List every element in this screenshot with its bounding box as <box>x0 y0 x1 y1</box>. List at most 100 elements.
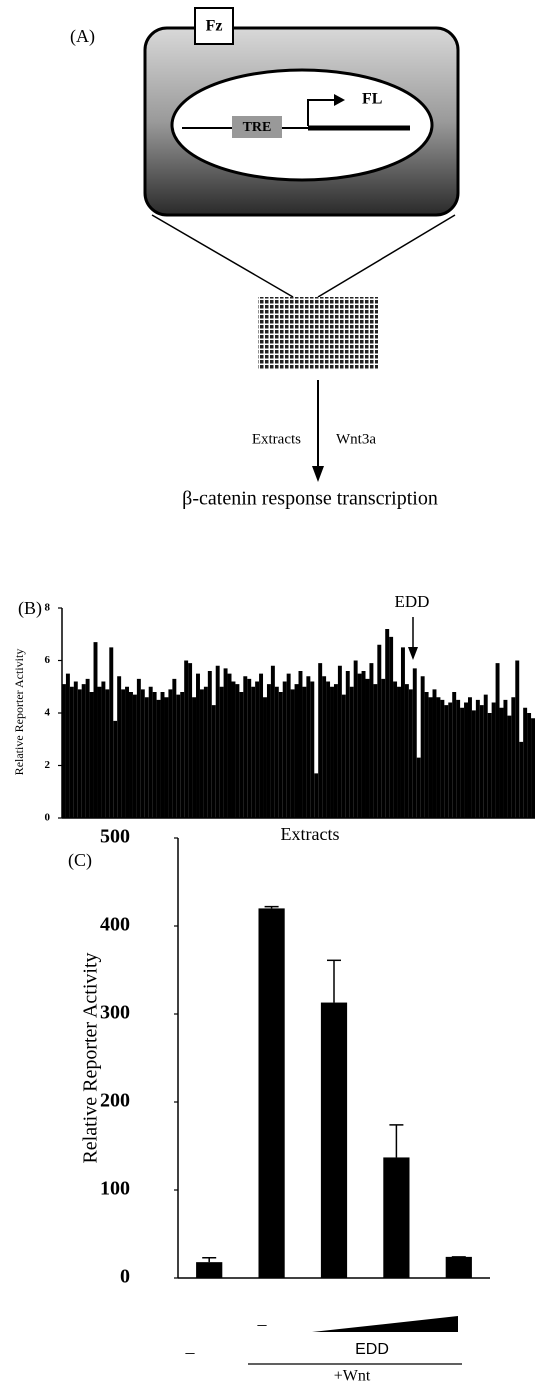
bar <box>357 673 362 818</box>
bar <box>215 665 220 818</box>
bar <box>140 689 145 818</box>
bar <box>148 686 153 818</box>
well-plate <box>258 297 378 370</box>
arrowhead <box>334 94 345 106</box>
bar <box>117 676 122 818</box>
bar <box>231 681 236 818</box>
bar <box>349 686 354 818</box>
bar <box>290 689 295 818</box>
bar <box>487 713 492 818</box>
bar <box>73 681 78 818</box>
bar <box>491 702 496 818</box>
bar <box>255 681 260 818</box>
bar <box>62 684 66 818</box>
bar <box>475 699 480 818</box>
bar <box>503 699 508 818</box>
bar <box>519 741 524 818</box>
bar <box>445 1256 472 1278</box>
arrowhead <box>408 647 418 660</box>
bar <box>452 692 457 818</box>
bar <box>373 684 378 818</box>
y-tick-label: 400 <box>100 914 130 936</box>
bar <box>318 663 323 818</box>
bar <box>168 689 173 818</box>
y-tick-label: 6 <box>45 654 51 666</box>
bar <box>507 715 512 818</box>
treatment-label: – <box>257 1314 268 1334</box>
bar <box>259 673 264 818</box>
bar <box>515 660 520 818</box>
bar <box>156 699 161 818</box>
bar <box>333 684 338 818</box>
bar <box>164 697 169 818</box>
bar <box>247 678 252 818</box>
bar <box>495 663 500 818</box>
bar <box>294 684 299 818</box>
bar <box>467 697 472 818</box>
bar <box>263 697 267 818</box>
bar <box>258 908 285 1278</box>
y-tick-label: 0 <box>120 1266 130 1288</box>
bar <box>337 665 342 818</box>
y-tick-label: 300 <box>100 1002 130 1024</box>
promoter-arrow <box>307 99 336 126</box>
bar <box>270 665 275 818</box>
bar <box>180 692 185 818</box>
bar <box>101 681 106 818</box>
bar <box>97 686 102 818</box>
bar <box>69 686 74 818</box>
tre-label: TRE <box>243 120 272 135</box>
bar <box>310 681 315 818</box>
bar <box>223 668 228 818</box>
dose-wedge <box>312 1316 458 1332</box>
bar <box>81 684 86 818</box>
bar <box>286 673 291 818</box>
bar <box>176 694 181 818</box>
bar <box>203 686 208 818</box>
bar <box>219 686 224 818</box>
bar <box>511 697 516 818</box>
bar <box>448 702 453 818</box>
bar <box>404 684 409 818</box>
bar <box>400 647 405 818</box>
bar <box>320 1002 348 1278</box>
y-axis-label: Relative Reporter Activity <box>12 649 26 776</box>
extracts-label: Extracts <box>252 431 301 447</box>
bar <box>89 692 94 818</box>
bar <box>523 707 528 818</box>
bar <box>456 699 461 818</box>
receptor-box <box>194 7 234 45</box>
annotation: EDD <box>395 592 430 611</box>
bar <box>266 684 271 818</box>
x-axis-label: Extracts <box>281 824 340 844</box>
panel-label: (A) <box>70 26 95 47</box>
bar <box>369 663 374 818</box>
bar <box>65 673 70 818</box>
bar <box>172 678 177 818</box>
bar <box>420 676 425 818</box>
panel-label: (B) <box>18 598 42 619</box>
bar <box>412 668 417 818</box>
bar <box>416 757 421 818</box>
bar <box>393 681 398 818</box>
bar <box>144 697 149 818</box>
bar <box>397 686 401 818</box>
bar <box>479 705 484 818</box>
bar <box>385 629 390 818</box>
error-bar <box>202 1257 217 1263</box>
zoom-line <box>317 214 456 298</box>
bar <box>274 686 279 818</box>
bar <box>444 705 449 818</box>
bar <box>432 689 437 818</box>
treatment-label: EDD <box>355 1341 389 1358</box>
bar <box>306 676 311 818</box>
bar <box>282 681 287 818</box>
bar <box>499 707 504 818</box>
y-tick-label: 500 <box>100 826 130 848</box>
bar <box>314 773 319 818</box>
bar <box>129 692 133 818</box>
wnt-label: Wnt3a <box>336 431 376 447</box>
bar <box>199 689 204 818</box>
bar <box>341 694 346 818</box>
